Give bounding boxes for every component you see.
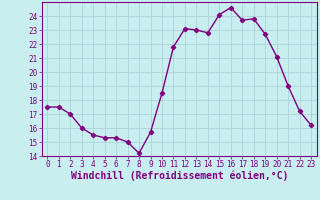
X-axis label: Windchill (Refroidissement éolien,°C): Windchill (Refroidissement éolien,°C): [70, 171, 288, 181]
